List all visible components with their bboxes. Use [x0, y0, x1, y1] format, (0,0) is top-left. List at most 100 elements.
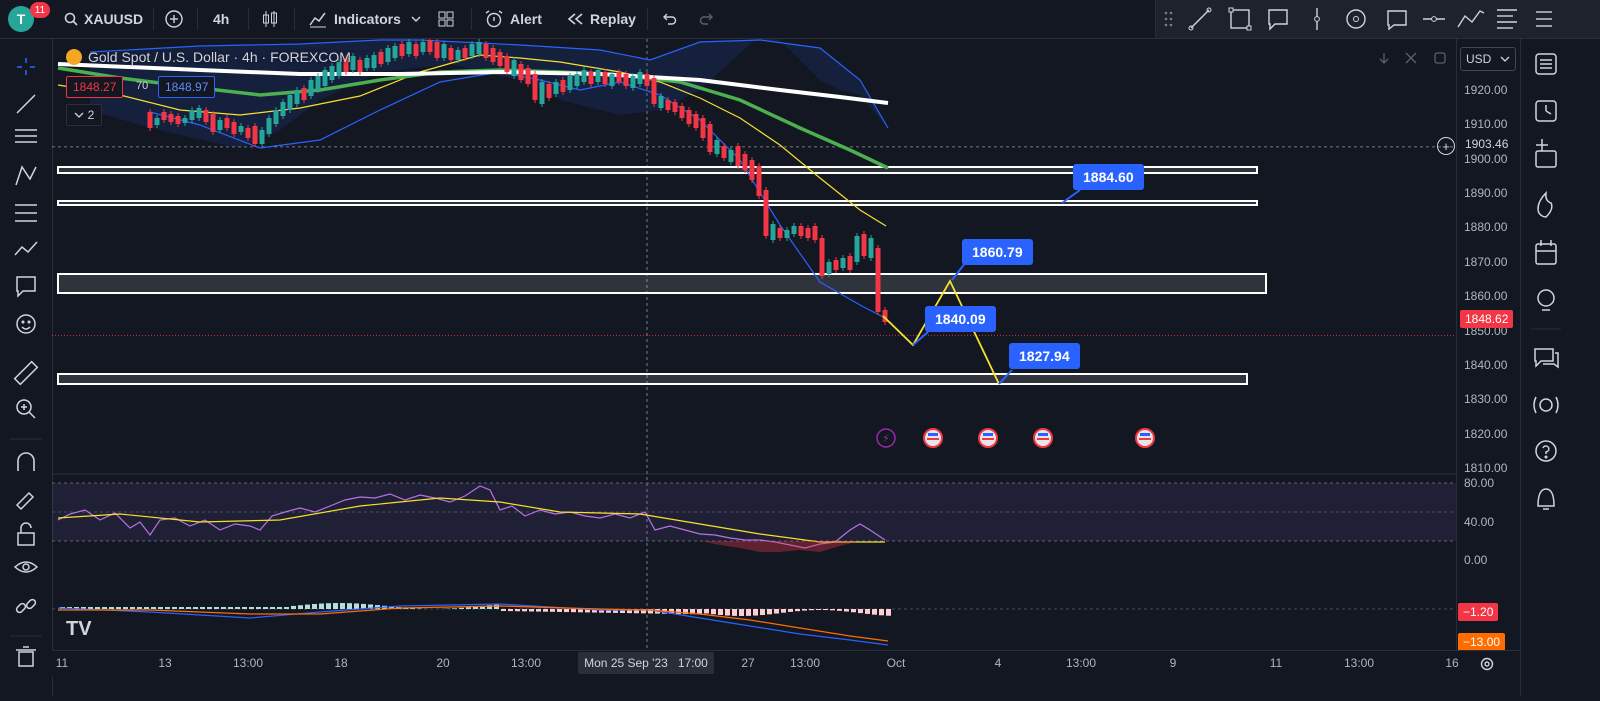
drag-handle-icon[interactable] [1165, 12, 1173, 27]
horizontal-line-icon[interactable] [1423, 17, 1445, 22]
macd-histogram-bar [123, 607, 128, 609]
callout-1860[interactable]: 1860.79 [962, 239, 1033, 265]
clock-icon[interactable] [1536, 101, 1556, 121]
candle-body [533, 74, 538, 100]
fib-icon[interactable] [15, 205, 37, 221]
price-chart[interactable]: ⚡ [52, 39, 1456, 650]
level-zone [58, 274, 1266, 293]
price-tick: 1840.00 [1464, 358, 1507, 372]
macd-histogram-bar [739, 609, 744, 616]
indicators-collapse-toggle[interactable]: 2 [66, 104, 102, 126]
redo-button[interactable] [699, 6, 715, 32]
lock-draw-icon[interactable] [17, 493, 33, 509]
candle-body [624, 74, 629, 86]
trend-line-tool-icon[interactable] [17, 95, 35, 113]
macd-histogram-bar [676, 609, 681, 614]
time-tick: 13 [158, 656, 171, 670]
currency-selector[interactable]: USD [1460, 47, 1516, 71]
macd-histogram-bar [172, 607, 177, 609]
chevron-down-icon [1500, 55, 1510, 63]
link-icon[interactable] [15, 598, 36, 613]
macd-histogram-bar [753, 609, 758, 616]
zoom-icon[interactable] [17, 400, 35, 418]
bid-price-box[interactable]: 1848.27 [66, 76, 123, 98]
candle-body [610, 74, 615, 86]
rewind-icon [566, 12, 584, 26]
candle-body [603, 72, 608, 84]
text-align-icon[interactable] [1497, 10, 1517, 28]
flag-stripe [927, 438, 939, 440]
symbol-search[interactable]: XAUUSD [64, 6, 143, 32]
trash-icon[interactable] [16, 647, 36, 666]
macd-histogram-bar [221, 607, 226, 609]
price-tick: 1870.00 [1464, 255, 1507, 269]
trend-line-icon[interactable] [1189, 8, 1211, 30]
candle-body [400, 44, 405, 56]
help-icon[interactable] [1536, 441, 1556, 461]
layout-button[interactable] [437, 6, 455, 32]
vertical-line-icon[interactable] [1315, 8, 1320, 30]
candle-body [778, 228, 783, 238]
callout-1884[interactable]: 1884.60 [1073, 164, 1144, 190]
macd-histogram-bar [872, 609, 877, 615]
pattern-icon[interactable] [16, 167, 36, 185]
indicators-button[interactable]: Indicators [308, 6, 401, 32]
compare-button[interactable] [164, 6, 184, 32]
magnet-icon[interactable] [18, 453, 34, 471]
undo-button[interactable] [661, 6, 677, 32]
flag-stripe [1140, 433, 1150, 436]
ask-price-box[interactable]: 1848.97 [158, 76, 215, 98]
comment-icon[interactable] [1388, 11, 1406, 29]
annotation-icon[interactable] [17, 277, 35, 296]
rectangle-icon[interactable] [1229, 8, 1251, 30]
chat-icon[interactable] [1535, 349, 1558, 367]
candle-body [729, 150, 734, 162]
macd-histogram-bar [543, 609, 548, 612]
eye-icon[interactable] [15, 562, 37, 572]
add-list-icon[interactable] [1536, 139, 1556, 167]
crosshair-icon[interactable] [17, 58, 35, 75]
settings-gear-icon[interactable] [1478, 655, 1496, 673]
path-icon[interactable] [1458, 11, 1484, 27]
macd-histogram-bar [165, 607, 170, 609]
calendar-icon[interactable] [1536, 240, 1556, 264]
time-axis[interactable] [52, 650, 1520, 677]
replay-button[interactable]: Replay [566, 6, 636, 32]
emoji-icon[interactable] [17, 315, 35, 333]
rsi-tick: 40.00 [1464, 515, 1494, 529]
horizontal-lines-icon[interactable] [15, 130, 37, 142]
macd-histogram-bar [830, 609, 835, 610]
candle-body [484, 44, 489, 58]
maximize-icon[interactable] [1432, 50, 1448, 66]
unlock-icon[interactable] [18, 523, 34, 545]
more-icon[interactable] [1536, 12, 1552, 26]
alert-button[interactable]: Alert [484, 6, 542, 32]
candle-body [386, 48, 391, 62]
macd-histogram-bar [151, 607, 156, 609]
circle-marker-icon[interactable] [1347, 10, 1365, 28]
callout-1840[interactable]: 1840.09 [925, 306, 996, 332]
crosshair-time-tag: Mon 25 Sep '23 17:00 [578, 652, 714, 674]
pane-down-icon[interactable] [1376, 50, 1392, 66]
candle-body [225, 118, 230, 128]
interval-button[interactable]: 4h [213, 6, 229, 32]
candle-body [351, 56, 356, 70]
candle-body [834, 260, 839, 270]
callout-icon[interactable] [1269, 10, 1287, 29]
bell-icon[interactable] [1538, 489, 1554, 509]
chart-type-button[interactable] [261, 6, 279, 32]
callout-1827[interactable]: 1827.94 [1009, 343, 1080, 369]
broadcast-icon[interactable] [1534, 397, 1558, 413]
indicators-icon [308, 10, 328, 28]
macd-histogram-bar [270, 607, 275, 609]
hot-icon[interactable] [1538, 193, 1552, 217]
watchlist-icon[interactable] [1536, 54, 1556, 74]
indicators-dropdown[interactable] [410, 6, 422, 32]
add-alert-plus-icon[interactable]: + [1437, 137, 1455, 155]
prediction-icon[interactable] [15, 242, 37, 255]
time-tick: 20 [436, 656, 449, 670]
candle-body [645, 74, 650, 86]
collapse-icon[interactable] [1403, 50, 1419, 66]
idea-icon[interactable] [1538, 290, 1554, 310]
ruler-icon[interactable] [15, 362, 38, 385]
